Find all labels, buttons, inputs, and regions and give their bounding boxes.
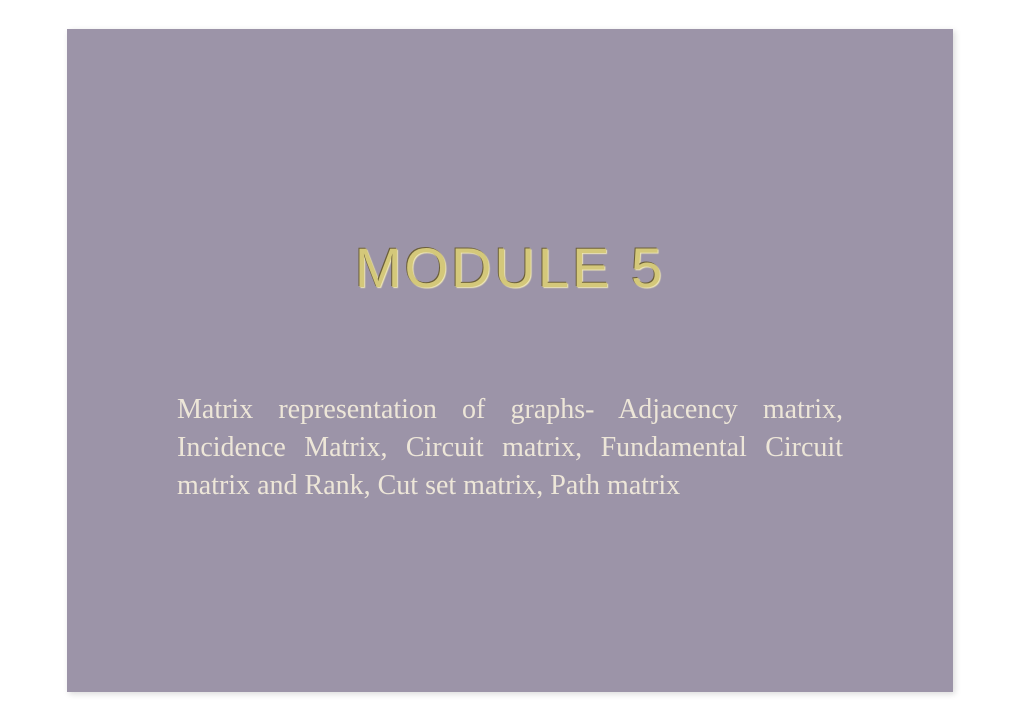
slide-body-text: Matrix representation of graphs- Adjacen…	[177, 391, 843, 504]
slide-title: MODULE 5	[67, 235, 953, 300]
slide-container: MODULE 5 Matrix representation of graphs…	[67, 29, 953, 692]
